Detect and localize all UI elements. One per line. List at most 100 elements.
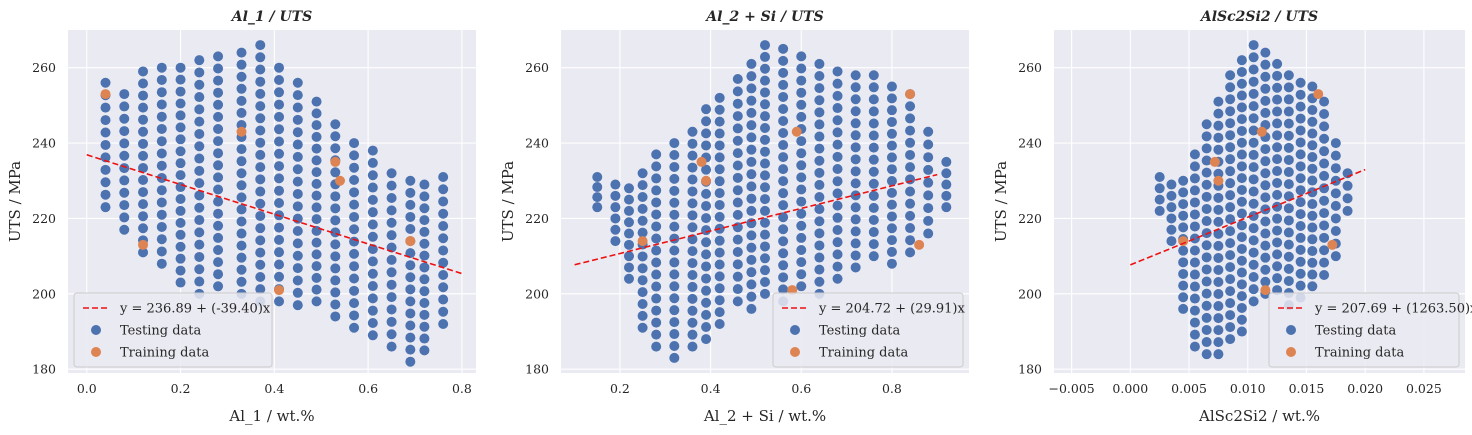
testing-point: [1201, 203, 1212, 214]
testing-point: [637, 322, 648, 333]
testing-point: [687, 126, 698, 137]
legend-fit-label: y = 236.89 + (-39.40)x: [119, 302, 271, 317]
testing-point: [419, 215, 430, 226]
testing-point: [687, 281, 698, 292]
legend-fit-label: y = 207.69 + (1263.50)x: [1314, 302, 1472, 317]
testing-point: [850, 262, 861, 273]
testing-point: [651, 269, 662, 280]
testing-point: [349, 199, 360, 210]
testing-point: [714, 140, 725, 151]
testing-point: [778, 200, 789, 211]
testing-point: [850, 178, 861, 189]
testing-point: [1260, 95, 1271, 106]
testing-point: [1283, 251, 1294, 262]
testing-point: [1178, 280, 1189, 291]
testing-point: [850, 202, 861, 213]
testing-point: [367, 256, 378, 267]
testing-point: [1260, 192, 1271, 203]
testing-point: [330, 203, 341, 214]
testing-point: [832, 78, 843, 89]
testing-point: [311, 284, 322, 295]
testing-point: [1236, 232, 1247, 243]
testing-point: [1283, 227, 1294, 238]
testing-point: [669, 233, 680, 244]
testing-point: [330, 251, 341, 262]
legend-testing-label: Testing data: [1315, 324, 1397, 339]
testing-point: [213, 148, 224, 159]
testing-point: [236, 144, 247, 155]
testing-point: [255, 149, 266, 160]
testing-point: [213, 136, 224, 147]
testing-point: [274, 259, 285, 270]
testing-point: [1283, 179, 1294, 190]
testing-point: [255, 137, 266, 148]
testing-point: [1189, 293, 1200, 304]
testing-point: [1154, 194, 1165, 205]
testing-point: [119, 163, 130, 174]
testing-point: [1260, 240, 1271, 251]
testing-point: [1166, 179, 1177, 190]
testing-point: [669, 173, 680, 184]
testing-point: [796, 269, 807, 280]
testing-point: [1307, 128, 1318, 139]
testing-point: [814, 252, 825, 263]
testing-point: [194, 251, 205, 262]
testing-point: [732, 123, 743, 134]
testing-point: [760, 205, 770, 216]
testing-point: [255, 198, 266, 209]
testing-point: [1295, 149, 1306, 160]
testing-point: [1201, 300, 1212, 311]
testing-point: [367, 293, 378, 304]
testing-point: [1319, 232, 1330, 243]
testing-point: [941, 168, 952, 179]
testing-point: [1307, 246, 1318, 257]
testing-point: [814, 264, 825, 275]
testing-point: [1201, 216, 1212, 227]
testing-point: [1319, 109, 1330, 119]
testing-point: [637, 227, 648, 238]
testing-point: [386, 230, 397, 241]
y-tick-label: 260: [32, 60, 56, 75]
testing-point: [1307, 140, 1318, 151]
testing-point: [274, 161, 285, 172]
testing-point: [438, 245, 449, 256]
testing-point: [592, 172, 603, 182]
testing-point: [651, 305, 662, 316]
testing-point: [330, 131, 341, 142]
testing-point: [1201, 191, 1212, 202]
testing-point: [941, 190, 952, 201]
testing-point: [138, 211, 149, 222]
testing-point: [832, 188, 843, 199]
x-tick-label: 0.4: [264, 381, 284, 396]
testing-point: [1295, 113, 1306, 124]
testing-point: [1330, 150, 1341, 161]
training-point: [791, 126, 802, 137]
testing-point: [349, 310, 360, 321]
testing-point: [194, 153, 205, 164]
testing-point: [1225, 94, 1236, 105]
testing-point: [796, 75, 807, 86]
testing-point: [213, 245, 224, 256]
testing-point: [610, 179, 621, 190]
testing-point: [1189, 209, 1200, 220]
testing-point: [274, 87, 285, 98]
testing-point: [701, 261, 712, 272]
testing-point: [236, 228, 247, 239]
testing-point: [175, 98, 186, 109]
testing-point: [292, 164, 303, 175]
testing-point: [850, 166, 861, 177]
testing-point: [1213, 325, 1224, 336]
testing-point: [100, 102, 111, 113]
testing-point: [405, 211, 416, 222]
testing-point: [832, 200, 843, 211]
testing-point: [1178, 210, 1189, 221]
testing-point: [1189, 257, 1200, 268]
testing-point: [438, 319, 449, 329]
testing-point: [213, 51, 224, 62]
testing-point: [1307, 222, 1318, 233]
testing-point: [255, 174, 266, 185]
testing-point: [732, 259, 743, 270]
y-tick-label: 220: [1018, 211, 1042, 226]
testing-point: [255, 88, 266, 99]
testing-point: [1260, 228, 1271, 239]
